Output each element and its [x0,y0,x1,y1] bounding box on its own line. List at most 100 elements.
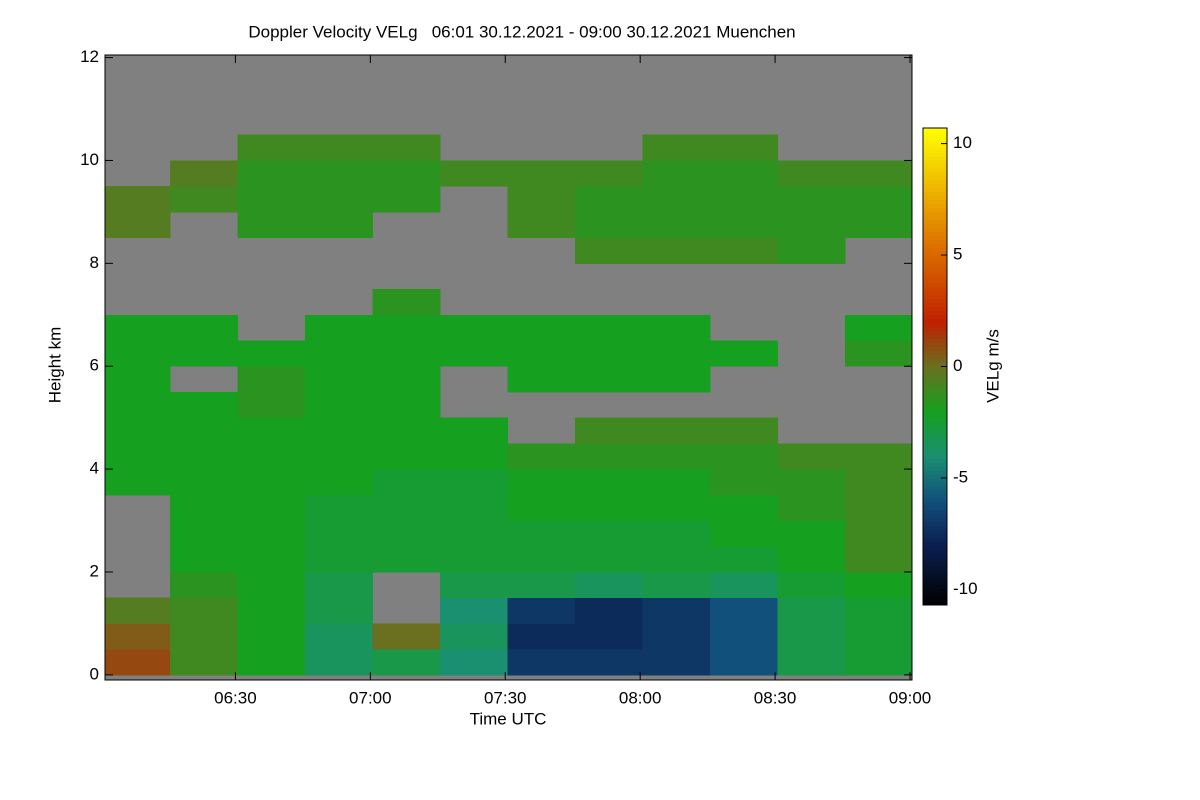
heatmap-cell [642,366,711,393]
heatmap-cell [170,186,239,213]
colorbar-swatch [923,449,947,455]
heatmap-cell [170,314,239,341]
colorbar-swatch [923,239,947,244]
heatmap-cell [372,623,441,650]
heatmap-cell [709,520,778,547]
heatmap-cell [105,649,171,676]
heatmap-cell [507,366,576,393]
heatmap-cell [709,597,778,624]
colorbar-swatch [923,362,947,367]
colorbar-label: VELg m/s [983,329,1002,403]
heatmap-cell [372,366,441,393]
colorbar-tick-label: 5 [953,245,962,264]
chart-title: Doppler Velocity VELg 06:01 30.12.2021 -… [248,22,795,41]
heatmap-cell [844,211,912,239]
colorbar-swatch [923,310,947,316]
colorbar-swatch [923,493,947,499]
heatmap-cell [642,160,711,187]
heatmap-cell [844,340,912,367]
colorbar-swatch [923,259,947,264]
x-tick-label: 09:00 [889,688,932,707]
colorbar-swatch [923,557,947,562]
colorbar-swatch [923,406,947,411]
colorbar-swatch [923,430,947,435]
heatmap-cell [777,237,846,264]
colorbar-swatch [923,434,947,439]
colorbar-swatch [923,402,947,407]
heatmap-cell [642,546,711,573]
heatmap-cell [507,649,576,676]
y-tick-label: 6 [90,356,99,375]
heatmap-cell [237,546,306,573]
heatmap-cell [777,623,846,650]
colorbar-swatch [923,235,947,240]
colorbar-swatch [923,271,947,276]
colorbar-swatch [923,183,947,189]
heatmap-cell [105,211,171,239]
heatmap-cell [237,366,306,393]
colorbar-swatch [923,330,947,336]
heatmap-cell [507,469,576,496]
heatmap-cell [372,160,441,187]
heatmap-cell [305,494,374,522]
heatmap-cell [642,186,711,213]
colorbar-swatch [923,207,947,212]
colorbar-swatch [923,195,947,201]
heatmap-cell [574,366,643,393]
heatmap-cell [507,623,576,650]
heatmap-cell [237,623,306,650]
colorbar-swatch [923,461,947,467]
colorbar-swatch [923,501,947,507]
heatmap-cell [170,520,239,547]
heatmap-cell [237,417,306,444]
colorbar-tick-label: 0 [953,356,962,375]
colorbar-swatch [923,135,947,141]
colorbar-swatch [923,211,947,216]
heatmap-cell [237,134,306,161]
heatmap-cell [440,314,508,341]
colorbar-swatch [923,342,947,348]
heatmap-cell [440,469,508,496]
y-tick-label: 4 [90,459,99,478]
heatmap-cell [105,340,171,367]
colorbar-swatch [923,521,947,526]
colorbar-swatch [923,231,947,236]
colorbar-swatch [923,131,947,137]
colorbar-swatch [923,513,947,519]
colorbar-swatch [923,573,947,578]
heatmap-cell [105,314,171,341]
colorbar-swatch [923,219,947,224]
heatmap-cell [844,160,912,187]
heatmap-cell [237,571,306,599]
colorbar-swatch [923,187,947,193]
heatmap-cell [237,160,306,187]
heatmap-cell [709,571,778,599]
colorbar-swatch [923,243,947,248]
colorbar-swatch [923,366,947,371]
colorbar-swatch [923,147,947,153]
heatmap-cell [170,340,239,367]
colorbar-swatch [923,442,947,447]
heatmap-cell [777,160,846,187]
heatmap-cell [844,494,912,522]
heatmap-cell [440,520,508,547]
heatmap-cell [440,649,508,676]
heatmap-cell [170,417,239,444]
colorbar-swatch [923,438,947,443]
colorbar-swatch [923,561,947,566]
colorbar-swatch [923,545,947,550]
heatmap-cell [844,649,912,676]
heatmap-cell [507,597,576,624]
heatmap-cell [305,134,374,161]
colorbar-swatch [923,541,947,546]
heatmap-cell [170,469,239,496]
heatmap-cell [105,417,171,444]
heatmap-cell [574,520,643,547]
heatmap-cell [170,649,239,676]
heatmap-cell [105,597,171,624]
colorbar-swatch [923,318,947,324]
heatmap-cell [777,571,846,599]
heatmap-cell [709,623,778,650]
colorbar-swatch [923,581,947,586]
heatmap-cell [507,211,576,239]
